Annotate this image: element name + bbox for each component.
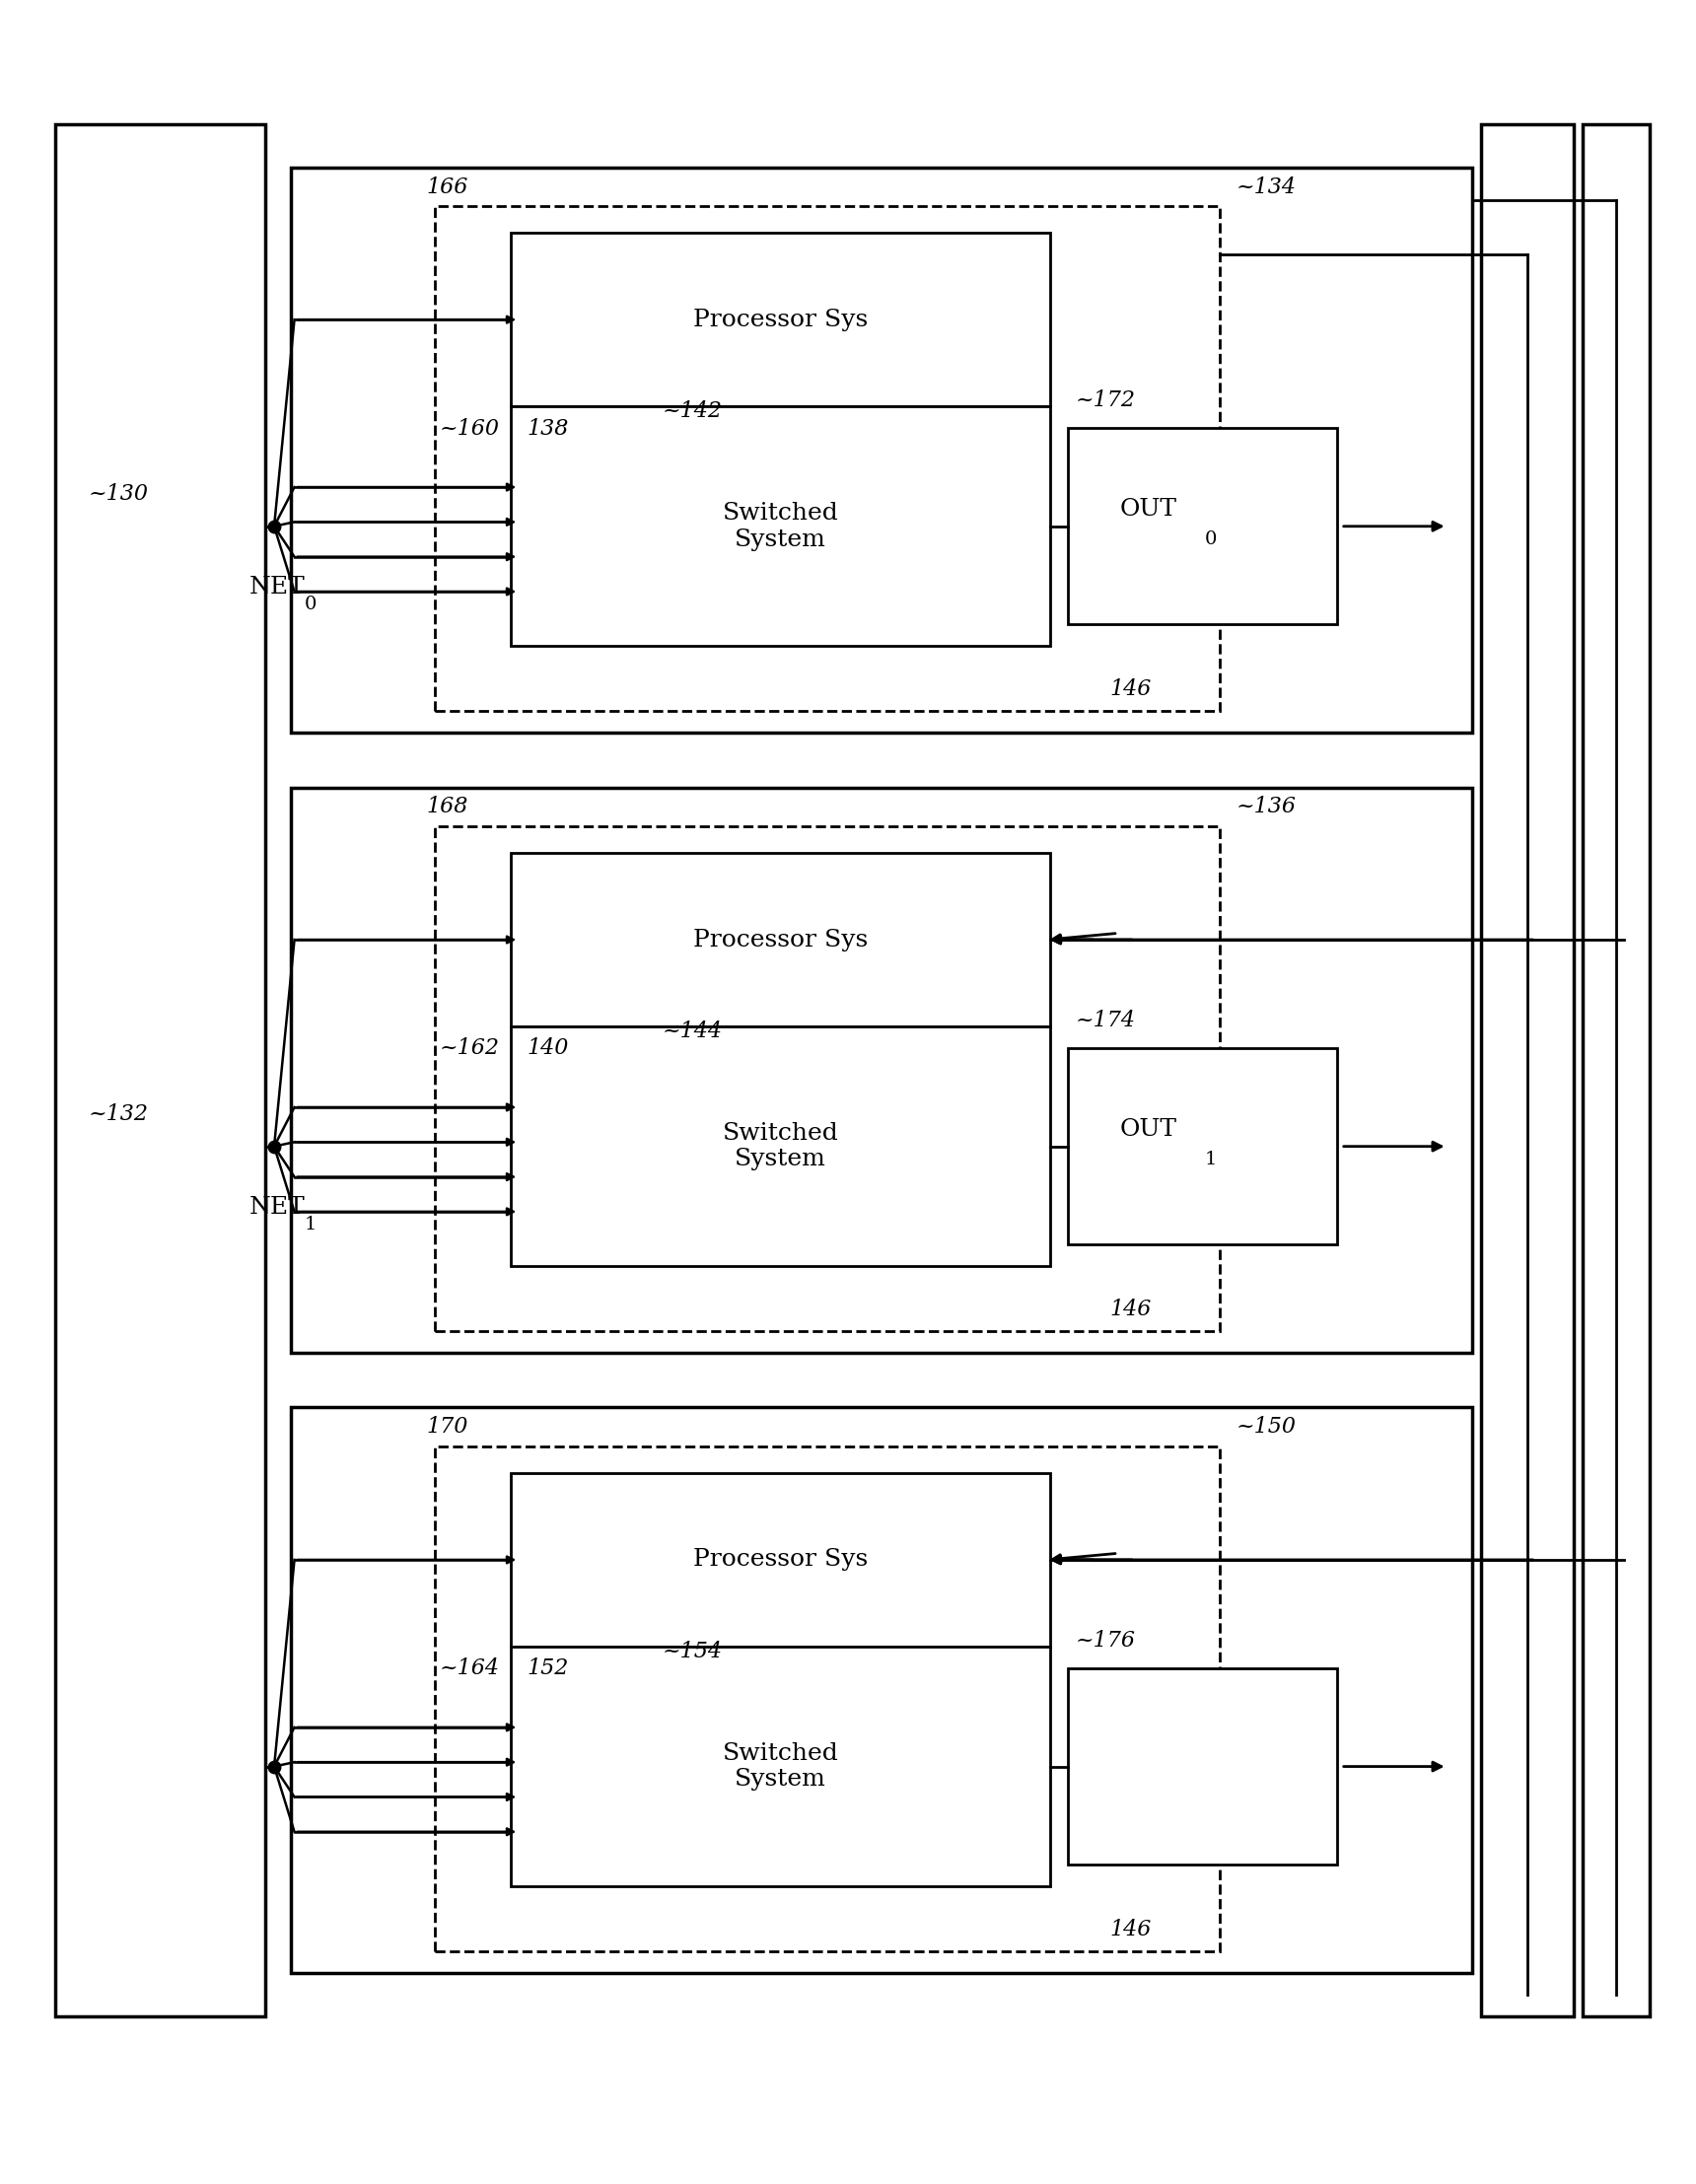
Bar	[292, 1406, 1472, 1972]
Text: ~162: ~162	[439, 1037, 500, 1059]
Bar	[1067, 428, 1338, 625]
Text: ~144: ~144	[663, 1020, 722, 1042]
Text: ~172: ~172	[1075, 389, 1136, 411]
Text: 1: 1	[1204, 1151, 1218, 1168]
Bar	[434, 207, 1219, 712]
Bar	[1582, 124, 1650, 2016]
Text: ~130: ~130	[88, 483, 149, 505]
Text: Processor Sys: Processor Sys	[694, 308, 868, 332]
Text: NET: NET	[249, 577, 305, 598]
Text: 0: 0	[305, 596, 317, 614]
Text: OUT: OUT	[1119, 1118, 1177, 1140]
Text: ~164: ~164	[439, 1658, 500, 1679]
Text: ~154: ~154	[663, 1640, 722, 1662]
Text: 1: 1	[305, 1216, 317, 1234]
Bar	[510, 1472, 1050, 1647]
Text: Processor Sys: Processor Sys	[694, 928, 868, 950]
Text: 140: 140	[527, 1037, 570, 1059]
Bar	[292, 788, 1472, 1354]
Text: 168: 168	[426, 797, 468, 817]
Bar	[510, 852, 1050, 1026]
Bar	[1067, 1669, 1338, 1865]
Bar	[510, 1647, 1050, 1887]
Text: OUT: OUT	[1119, 498, 1177, 520]
Text: 170: 170	[426, 1415, 468, 1437]
Text: 152: 152	[527, 1658, 570, 1679]
Text: 166: 166	[426, 177, 468, 199]
Text: ~136: ~136	[1236, 797, 1296, 817]
Text: ~174: ~174	[1075, 1009, 1136, 1031]
Text: ~142: ~142	[663, 400, 722, 422]
Text: Switched
System: Switched System	[722, 502, 838, 550]
Text: Processor Sys: Processor Sys	[694, 1548, 868, 1570]
Bar	[292, 168, 1472, 734]
Bar	[54, 124, 266, 2016]
Bar	[510, 406, 1050, 646]
Text: ~134: ~134	[1236, 177, 1296, 199]
Text: 0: 0	[1204, 531, 1218, 548]
Text: Switched
System: Switched System	[722, 1123, 838, 1171]
Text: ~160: ~160	[439, 417, 500, 439]
Text: NET: NET	[249, 1197, 305, 1219]
Text: 146: 146	[1109, 679, 1152, 701]
Text: ~132: ~132	[88, 1103, 149, 1125]
Bar	[1067, 1048, 1338, 1245]
Text: ~176: ~176	[1075, 1629, 1136, 1651]
Text: ~150: ~150	[1236, 1415, 1296, 1437]
Text: 146: 146	[1109, 1920, 1152, 1942]
Text: 138: 138	[527, 417, 570, 439]
Bar	[510, 232, 1050, 406]
Bar	[434, 826, 1219, 1332]
Text: Switched
System: Switched System	[722, 1743, 838, 1791]
Text: 146: 146	[1109, 1299, 1152, 1321]
Bar	[1481, 124, 1574, 2016]
Bar	[510, 1026, 1050, 1267]
Bar	[434, 1446, 1219, 1952]
